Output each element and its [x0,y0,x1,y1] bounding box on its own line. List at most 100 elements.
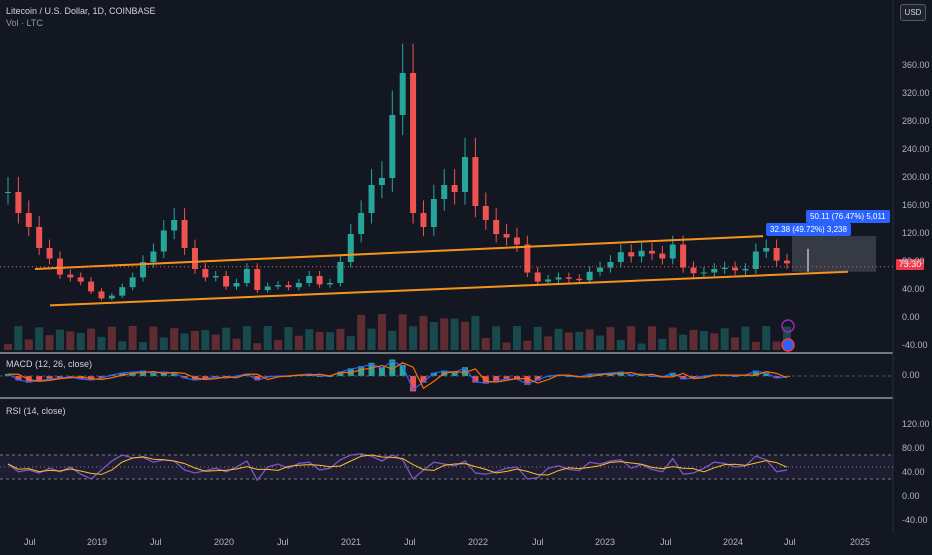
macd-histogram-bar [15,376,22,381]
y-tick-label: 120.00 [902,228,930,238]
volume-bar [647,326,656,350]
volume-bar [159,337,168,350]
rsi-tick-label: 80.00 [902,443,925,453]
volume-bar [731,337,740,350]
volume-bar [627,326,636,350]
candle-body [88,281,95,292]
candle-body [36,227,43,248]
volume-bar [658,338,667,350]
currency-button[interactable]: USD [900,4,926,21]
volume-bar [564,332,573,350]
volume-bar [398,314,407,350]
macd-histogram-bar [420,376,427,383]
candle-body [648,250,655,254]
macd-histogram-bar [472,376,479,383]
x-tick-label: Jul [404,537,416,547]
candle-body [171,220,178,231]
y-tick-label: 360.00 [902,60,930,70]
candle-body [389,115,396,178]
candle-body [202,269,209,278]
candle-body [576,278,583,281]
x-tick-label: 2019 [87,537,108,547]
macd-histogram-bar [389,359,396,376]
volume-bar [170,328,179,350]
candle-body [545,279,552,282]
volume-bar [325,332,334,350]
volume-bar [315,331,324,350]
volume-bar [55,329,64,350]
volume-bar [637,343,646,350]
rsi-tick-label: 0.00 [902,491,920,501]
macd-histogram-bar [451,371,458,376]
volume-bar [523,340,532,350]
rsi-label: RSI (14, close) [6,406,66,416]
candle-body [503,234,510,238]
volume-bar [699,331,708,350]
x-tick-label: Jul [660,537,672,547]
volume-bar [139,342,148,350]
y-tick-label: 40.00 [902,284,925,294]
candle-body [700,272,707,274]
macd-histogram-bar [46,376,53,380]
candle-body [607,262,614,268]
volume-bar [201,330,210,350]
candle-body [160,230,167,252]
candle-body [565,277,572,279]
volume-bar [76,332,85,350]
candle-body [295,283,302,288]
x-tick-label: 2021 [341,537,362,547]
candle-body [721,267,728,269]
candle-body [513,237,520,245]
candle-body [15,192,22,213]
macd-histogram-bar [171,372,178,376]
candle-body [264,286,271,290]
volume-bar [492,326,501,350]
volume-bar [35,327,44,350]
volume-bar [211,334,220,350]
candle-body [441,185,448,199]
x-tick-label: 2025 [850,537,871,547]
candle-body [378,178,385,185]
volume-bar [533,326,542,350]
candle-body [46,248,53,259]
measure-upper-tag: 50.11 (76.47%) 5,011 [806,210,890,223]
candle-body [597,267,604,272]
macd-histogram-bar [150,372,157,376]
measure-lower-tag: 32.38 (49.72%) 3,238 [766,223,851,236]
macd-histogram-bar [503,376,510,380]
macd-histogram-bar [763,372,770,376]
macd-histogram-bar [410,376,417,392]
y-tick-label: 80.00 [902,256,925,266]
x-tick-label: Jul [150,537,162,547]
candle-body [223,276,230,287]
macd-histogram-bar [254,376,261,381]
x-tick-label: Jul [24,537,36,547]
volume-bar [679,334,688,350]
candle-body [285,285,292,288]
macd-histogram-bar [524,376,531,385]
volume-bar [585,329,594,350]
macd-histogram-bar [337,371,344,376]
candle-body [337,262,344,283]
candle-body [430,199,437,227]
candle-body [233,283,240,287]
candle-body [358,213,365,234]
y-tick-label: 160.00 [902,200,930,210]
volume-bar [118,341,127,350]
macd-label: MACD (12, 26, close) [6,359,93,369]
candle-body [638,250,645,257]
volume-label: Vol · LTC [6,18,43,28]
candle-body [368,185,375,213]
x-tick-label: 2024 [723,537,744,547]
macd-histogram-bar [773,376,780,379]
macd-histogram-bar [140,370,147,376]
volume-bar [512,326,521,350]
candle-body [617,252,624,262]
volume-bar [440,318,449,350]
candle-body [420,213,427,227]
candle-body [5,192,11,193]
volume-bar [367,328,376,350]
volume-bar [606,327,615,350]
